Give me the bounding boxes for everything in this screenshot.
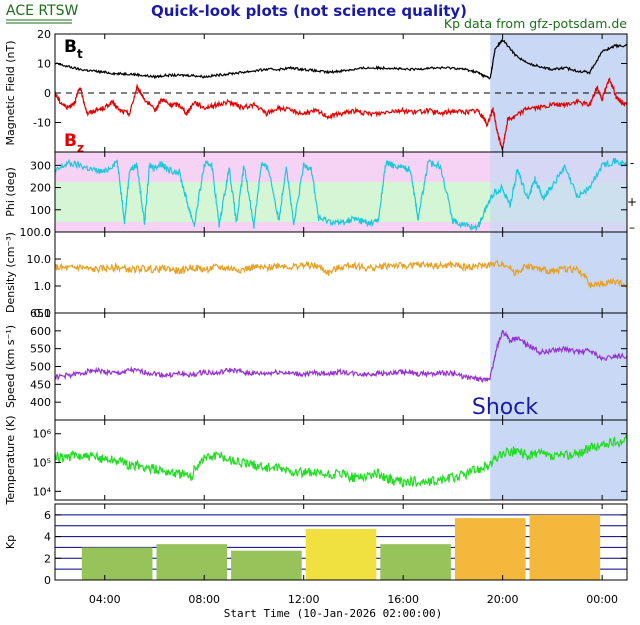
figure-header: ACE RTSW Quick-look plots (not science qu… xyxy=(6,2,627,31)
y-tick-label: -10 xyxy=(33,117,51,130)
y-tick-label: 100 xyxy=(30,204,51,217)
y-tick-label: 1.0 xyxy=(34,280,52,293)
series-phi xyxy=(55,157,627,232)
x-tick-label: 20:00 xyxy=(487,593,519,606)
y-tick-label: 10.0 xyxy=(27,253,52,266)
y-tick-label: 10⁵ xyxy=(33,457,51,470)
y-tick-label: 4 xyxy=(44,531,51,544)
kp-bar-4 xyxy=(380,544,451,580)
y-axis-label: Density (cm⁻³) xyxy=(4,232,17,313)
kp-bar-0 xyxy=(81,547,153,580)
series-bz xyxy=(55,77,627,151)
y-tick-label: 450 xyxy=(30,378,51,391)
shock-annotation: Shock xyxy=(472,395,538,420)
x-tick-label: 16:00 xyxy=(387,593,419,606)
source-label: ACE RTSW xyxy=(6,3,79,19)
bz-label: B xyxy=(64,131,77,151)
panel-phi: 0 100 200 300 Phi (deg) - + – xyxy=(4,151,637,239)
y-tick-label: 0.1 xyxy=(34,307,52,320)
y-tick-label: 20 xyxy=(37,28,51,41)
panel-kp: 0 2 4 6 Kp xyxy=(4,503,628,587)
time-axis: 04:00 08:00 12:00 16:00 20:00 00:00 Start Time… xyxy=(89,593,618,620)
y-tick-label: 300 xyxy=(30,159,51,172)
shaded-region xyxy=(490,420,627,500)
phi-side-mark-0: - xyxy=(630,156,634,170)
kp-bar-6 xyxy=(529,514,601,580)
figure-title: Quick-look plots (not science quality) xyxy=(151,2,467,20)
y-tick-label: 550 xyxy=(30,343,51,356)
y-tick-label: 500 xyxy=(30,361,51,374)
x-tick-label: 04:00 xyxy=(89,593,121,606)
series-density xyxy=(55,259,627,289)
y-axis-label: Speed (km s⁻¹) xyxy=(4,325,17,408)
y-tick-label: 10 xyxy=(37,58,51,71)
series-speed xyxy=(55,329,627,383)
kp-bar-3 xyxy=(305,528,377,580)
y-axis-label: Phi (deg) xyxy=(4,167,17,216)
y-tick-label: 0 xyxy=(44,87,51,100)
y-axis-label: Temperature (K) xyxy=(4,416,17,506)
phi-side-mark-1: + xyxy=(627,195,637,209)
y-tick-label: 100.0 xyxy=(20,226,52,239)
y-tick-label: 400 xyxy=(30,396,51,409)
kp-source-label: Kp data from gfz-potsdam.de xyxy=(444,16,627,31)
y-tick-label: 6 xyxy=(44,509,51,522)
panel-frame xyxy=(54,503,628,581)
panel-speed: 400 450 500 550 600 650 Speed (km s⁻¹) Shock xyxy=(4,307,628,421)
y-tick-label: 2 xyxy=(44,552,51,565)
y-tick-label: 600 xyxy=(30,325,51,338)
kp-bar-5 xyxy=(454,518,526,580)
y-axis-label: Kp xyxy=(4,535,17,549)
phi-band-0 xyxy=(55,222,627,232)
y-axis-label: Magnetic Field (nT) xyxy=(4,40,17,145)
series-bt xyxy=(55,37,627,80)
bt-subscript: t xyxy=(77,47,83,61)
shaded-region xyxy=(490,313,627,420)
kp-bar-1 xyxy=(156,544,228,580)
y-tick-label: 650 xyxy=(30,307,51,320)
x-tick-label: 12:00 xyxy=(288,593,320,606)
series-temperature xyxy=(55,433,627,488)
y-tick-label: 200 xyxy=(30,182,51,195)
panel-temperature: 10⁴ 10⁵ 10⁶ Temperature (K) xyxy=(4,416,628,506)
phi-side-mark-2: – xyxy=(629,221,635,235)
bz-subscript: z xyxy=(77,141,84,155)
bt-label: B xyxy=(64,37,77,57)
kp-bar-2 xyxy=(231,550,302,580)
y-tick-label: 0 xyxy=(44,226,51,239)
x-tick-label: 08:00 xyxy=(188,593,220,606)
y-tick-label: 10⁶ xyxy=(33,428,52,441)
x-axis-label: Start Time (10-Jan-2026 02:00:00) xyxy=(224,607,443,620)
y-tick-label: 10⁴ xyxy=(33,485,52,498)
x-tick-label: 00:00 xyxy=(586,593,618,606)
panel-frame xyxy=(54,419,628,501)
y-tick-label: 0 xyxy=(44,574,51,587)
